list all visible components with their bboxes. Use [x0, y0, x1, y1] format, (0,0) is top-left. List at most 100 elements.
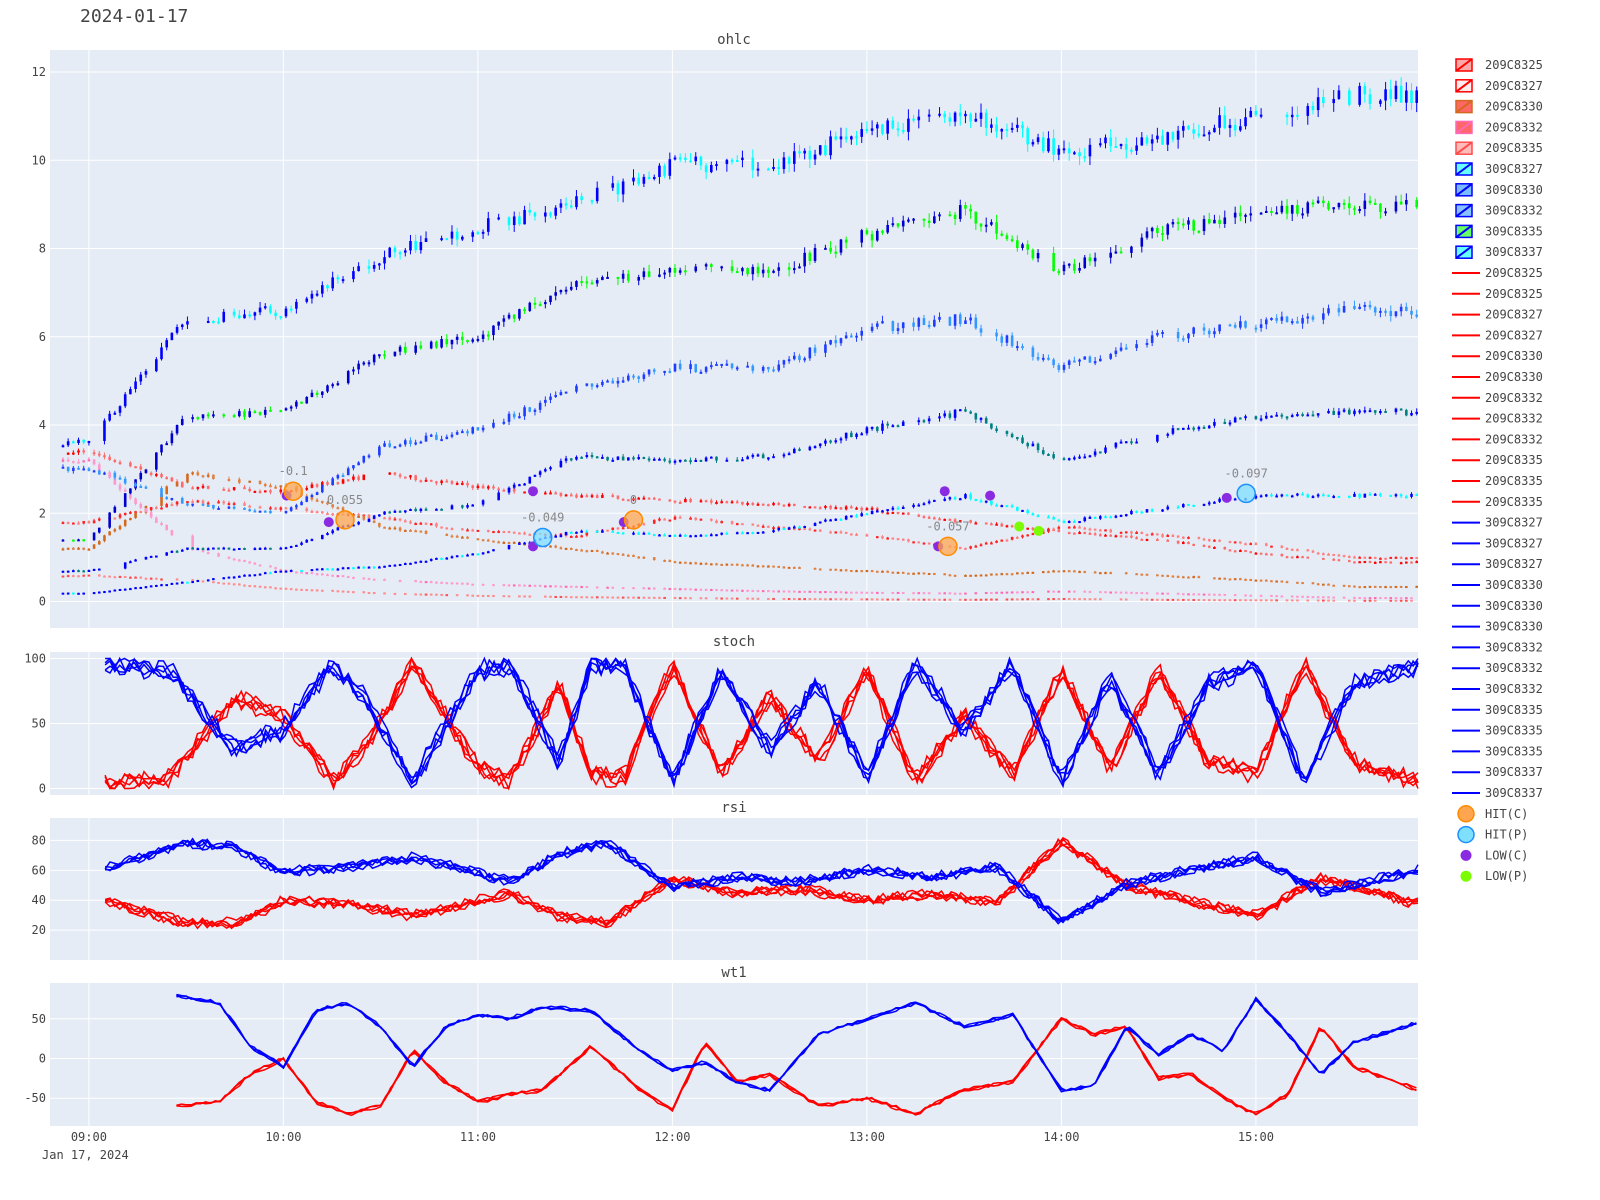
ohlc-candle-body: [1161, 509, 1164, 512]
legend-item-209C8327[interactable]: 209C8327: [1452, 328, 1543, 342]
ohlc-candle-body: [689, 460, 692, 463]
ohlc-candle-body: [1332, 553, 1336, 556]
ohlc-candle-body: [383, 511, 386, 515]
ohlc-candle-body: [979, 500, 983, 503]
ohlc-candle-body: [969, 598, 972, 601]
ohlc-candle-body: [782, 157, 786, 170]
ohlc-candle-body: [129, 389, 132, 395]
ohlc-candle-body: [82, 521, 86, 524]
ohlc-candle-body: [678, 157, 682, 160]
legend-item-309C8335[interactable]: 309C8335: [1452, 703, 1543, 717]
ohlc-candle-body: [1099, 358, 1102, 362]
legend-item-209C8327[interactable]: 209C8327: [1455, 79, 1543, 93]
legend-item-309C8332[interactable]: 309C8332: [1455, 204, 1543, 218]
ohlc-candle-body: [1316, 200, 1320, 203]
legend-item-309C8332[interactable]: 309C8332: [1452, 640, 1543, 654]
legend-item-209C8330[interactable]: 209C8330: [1452, 370, 1543, 384]
ohlc-candle-body: [1036, 443, 1040, 451]
ohlc-candle-body: [1057, 570, 1061, 573]
ohlc-candle-body: [901, 129, 905, 132]
ohlc-candle-body: [627, 596, 630, 599]
ohlc-candle-body: [1161, 232, 1164, 235]
legend-item-HIT(P)[interactable]: HIT(P): [1457, 825, 1528, 844]
ohlc-candle-body: [341, 507, 345, 513]
legend-item-309C8327[interactable]: 309C8327: [1455, 162, 1543, 176]
legend-item-209C8332[interactable]: 209C8332: [1452, 412, 1543, 426]
legend-item-309C8330[interactable]: 309C8330: [1452, 599, 1543, 613]
ohlc-candle-body: [123, 493, 127, 507]
ohlc-candle-body: [1373, 561, 1377, 564]
ohlc-candle-body: [554, 585, 558, 588]
legend-item-209C8325[interactable]: 209C8325: [1452, 287, 1543, 301]
legend[interactable]: 209C8325 209C8327 209C8330 209C8332 209C8335…: [1452, 58, 1543, 883]
ohlc-candle-body: [1259, 418, 1263, 421]
ohlc-candle-body: [1026, 509, 1029, 514]
ohlc-candle-body: [419, 530, 423, 533]
legend-item-209C8335[interactable]: 209C8335: [1455, 141, 1543, 155]
ohlc-candle-body: [123, 489, 127, 492]
ohlc-candle-body: [165, 584, 169, 587]
ohlc-candle-body: [72, 539, 75, 542]
legend-item-209C8327[interactable]: 209C8327: [1452, 308, 1543, 322]
ohlc-candle-body: [1342, 306, 1346, 313]
legend-item-309C8330[interactable]: 309C8330: [1455, 183, 1543, 197]
ohlc-candle-body: [243, 507, 246, 510]
ohlc-candle-body: [850, 506, 853, 509]
legend-item-309C8330[interactable]: 309C8330: [1452, 578, 1543, 592]
ohlc-candle-body: [1130, 510, 1133, 515]
ohlc-candle-body: [1192, 593, 1195, 596]
legend-item-LOW(C)[interactable]: LOW(C): [1460, 848, 1529, 862]
ohlc-candle-body: [907, 219, 910, 222]
ohlc-candle-body: [1363, 410, 1367, 413]
ohlc-candle-body: [336, 590, 340, 593]
ohlc-candle-body: [829, 568, 832, 571]
ohlc-candle-body: [227, 582, 231, 585]
ohlc-candle-body: [761, 503, 765, 506]
ohlc-candle-body: [901, 322, 905, 329]
ohlc-candle-body: [403, 346, 407, 353]
ohlc-candle-body: [580, 535, 583, 538]
legend-item-209C8325[interactable]: 209C8325: [1452, 266, 1543, 280]
legend-item-209C8325[interactable]: 209C8325: [1455, 58, 1543, 72]
legend-label: 309C8332: [1485, 204, 1543, 218]
legend-item-209C8330[interactable]: 209C8330: [1455, 100, 1543, 114]
legend-item-309C8335[interactable]: 309C8335: [1452, 724, 1543, 738]
ohlc-candle-body: [621, 532, 625, 535]
legend-item-HIT(C)[interactable]: HIT(C): [1457, 805, 1528, 823]
legend-item-309C8332[interactable]: 309C8332: [1452, 682, 1543, 696]
legend-item-209C8332[interactable]: 209C8332: [1452, 391, 1543, 405]
legend-item-209C8332[interactable]: 209C8332: [1455, 120, 1543, 134]
ohlc-candle-body: [611, 527, 615, 530]
legend-item-209C8335[interactable]: 209C8335: [1452, 495, 1543, 509]
legend-item-209C8332[interactable]: 209C8332: [1452, 432, 1543, 446]
legend-item-309C8335[interactable]: 309C8335: [1452, 744, 1543, 758]
ohlc-candle-body: [502, 542, 506, 545]
ohlc-candle-body: [1207, 219, 1211, 224]
legend-item-309C8335[interactable]: 309C8335: [1455, 224, 1543, 238]
legend-item-309C8327[interactable]: 309C8327: [1452, 536, 1543, 550]
legend-item-209C8330[interactable]: 209C8330: [1452, 349, 1543, 363]
ohlc-candle-body: [1290, 548, 1294, 551]
ohlc-candle-body: [1373, 599, 1377, 602]
ohlc-candle-body: [984, 598, 988, 601]
ohlc-candle-body: [917, 420, 921, 423]
ohlc-candle-body: [1410, 599, 1413, 602]
legend-item-209C8335[interactable]: 209C8335: [1452, 474, 1543, 488]
legend-item-309C8337[interactable]: 309C8337: [1452, 786, 1543, 800]
ohlc-candle-body: [113, 589, 117, 592]
legend-item-LOW(P)[interactable]: LOW(P): [1460, 869, 1529, 883]
legend-item-309C8327[interactable]: 309C8327: [1452, 516, 1543, 530]
legend-item-209C8335[interactable]: 209C8335: [1452, 453, 1543, 467]
ohlc-candle-body: [1130, 531, 1133, 534]
legend-item-309C8332[interactable]: 309C8332: [1452, 661, 1543, 675]
ohlc-candle-body: [274, 486, 277, 489]
legend-item-309C8337[interactable]: 309C8337: [1455, 245, 1543, 259]
ohlc-candle-body: [1130, 591, 1133, 594]
ohlc-candle-body: [1233, 594, 1237, 597]
legend-item-309C8327[interactable]: 309C8327: [1452, 557, 1543, 571]
ohlc-candle-body: [269, 507, 272, 510]
ohlc-candle-body: [1104, 591, 1107, 594]
legend-item-309C8337[interactable]: 309C8337: [1452, 765, 1543, 779]
ohlc-candle-body: [1239, 541, 1242, 544]
legend-item-309C8330[interactable]: 309C8330: [1452, 620, 1543, 634]
